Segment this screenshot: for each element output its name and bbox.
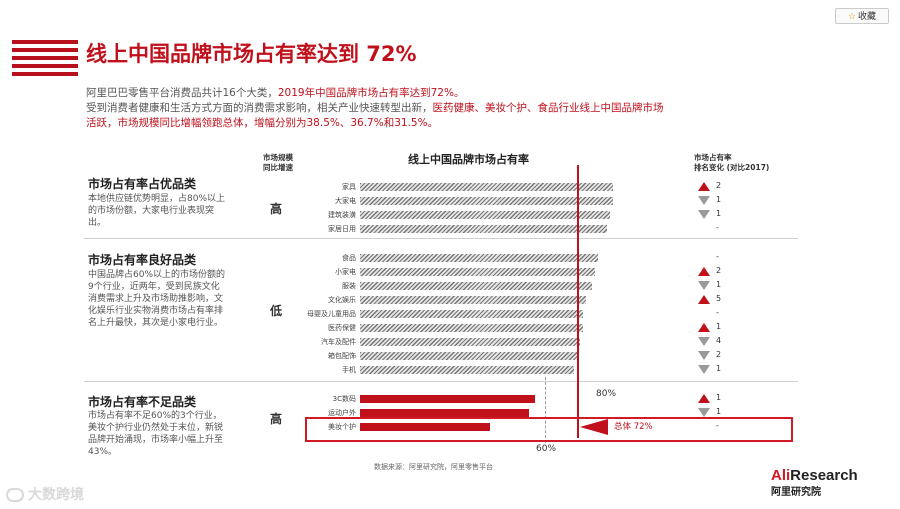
category-label: 母婴及儿童用品: [307, 310, 356, 318]
arrow-left-icon: [580, 419, 608, 435]
rank-header: 市场占有率 排名变化 (对比2017): [694, 153, 770, 172]
total-share-label: 总体 72%: [614, 422, 653, 432]
share-bar: [360, 409, 529, 417]
watermark-icon: [6, 488, 24, 502]
rank-change-value: 1: [716, 322, 722, 331]
growth-header: 市场规模 同比增速: [263, 153, 293, 172]
category-label: 小家电: [335, 268, 356, 276]
category-label: 3C数码: [332, 395, 356, 403]
growth-value: 高: [269, 202, 282, 216]
intro-line-1: 阿里巴巴零售平台消费品共计16个大类，2019年中国品牌市场占有率达到72%。: [86, 87, 465, 99]
intro-line-3: 活跃，市场规模同比增幅领跑总体，增幅分别为38.5%、36.7%和31.5%。: [86, 117, 439, 129]
growth-value: 低: [269, 304, 282, 318]
rank-up-icon: [698, 182, 710, 191]
category-label: 大家电: [335, 197, 356, 205]
reference-label-60: 60%: [536, 444, 557, 454]
share-bar: [360, 268, 595, 276]
rank-up-icon: [698, 323, 710, 332]
star-icon: ☆: [847, 12, 857, 22]
title-stripe: [12, 56, 78, 60]
title-stripe: [12, 64, 78, 68]
share-bar: [360, 183, 613, 191]
share-bar: [360, 366, 574, 374]
rank-up-icon: [698, 267, 710, 276]
reference-line-60: [545, 377, 546, 443]
rank-change-value: 1: [716, 393, 722, 402]
rank-down-icon: [698, 281, 710, 290]
rank-change-value: 2: [716, 266, 722, 275]
rank-down-icon: [698, 337, 710, 346]
rank-down-icon: [698, 408, 710, 417]
rank-change-value: 2: [716, 350, 722, 359]
growth-value: 高: [269, 412, 282, 426]
category-label: 手机: [342, 366, 356, 374]
watermark: 大数跨境: [6, 484, 84, 504]
share-bar: [360, 211, 610, 219]
group-divider: [84, 381, 798, 382]
reference-label-80: 80%: [596, 389, 617, 399]
title-stripe: [12, 72, 78, 76]
rank-change-value: 1: [716, 195, 722, 204]
rank-down-icon: [698, 365, 710, 374]
aliresearch-logo: AliResearch: [771, 467, 858, 484]
rank-change-value: 1: [716, 280, 722, 289]
rank-change-value: 1: [716, 209, 722, 218]
share-bar: [360, 352, 577, 360]
group-title-dominant: 市场占有率占优品类: [88, 177, 197, 191]
group-desc-good: 中国品牌占60%以上的市场份额的9个行业，近两年，受到民族文化消费需求上升及市场…: [88, 270, 226, 328]
rank-change-value: -: [716, 252, 719, 261]
data-source: 数据来源：阿里研究院，阿里零售平台: [374, 463, 493, 471]
favorite-button[interactable]: ☆ 收藏: [835, 8, 889, 24]
intro-line-2: 受到消费者健康和生活方式方面的消费需求影响，相关产业快速转型出新，医药健康、美妆…: [86, 102, 664, 114]
share-bar: [360, 310, 583, 318]
rank-change-value: -: [716, 421, 719, 430]
category-label: 家具: [342, 183, 356, 191]
group-divider: [84, 238, 798, 239]
rank-change-value: 1: [716, 407, 722, 416]
rank-change-value: 2: [716, 181, 722, 190]
rank-change-value: 4: [716, 336, 722, 345]
rank-change-value: 1: [716, 364, 722, 373]
share-bar: [360, 254, 598, 262]
category-label: 汽车及配件: [321, 338, 356, 346]
category-label: 医药保健: [328, 324, 356, 332]
rank-down-icon: [698, 196, 710, 205]
rank-up-icon: [698, 394, 710, 403]
page-title: 线上中国品牌市场占有率达到 72%: [86, 42, 417, 66]
category-label: 家居日用: [328, 225, 356, 233]
share-bar: [360, 324, 583, 332]
rank-down-icon: [698, 210, 710, 219]
group-desc-weak: 市场占有率不足60%的3个行业，美妆个护行业仍然处于末位，新锐品牌开始涌现，市场…: [88, 411, 224, 457]
share-bar: [360, 296, 586, 304]
rank-change-value: -: [716, 308, 719, 317]
title-stripe: [12, 40, 78, 44]
share-bar: [360, 423, 490, 431]
chart-title: 线上中国品牌市场占有率: [408, 153, 529, 166]
rank-up-icon: [698, 295, 710, 304]
share-bar: [360, 225, 607, 233]
category-label: 食品: [342, 254, 356, 262]
share-bar: [360, 338, 580, 346]
aliresearch-logo-sub: 阿里研究院: [771, 487, 821, 498]
category-label: 建筑装潢: [328, 211, 356, 219]
title-stripe: [12, 48, 78, 52]
category-label: 运动户外: [328, 409, 356, 417]
group-desc-dominant: 本地供应链优势明显，占80%以上的市场份额，大家电行业表现突出。: [88, 194, 226, 228]
category-label: 服装: [342, 282, 356, 290]
share-bar: [360, 395, 535, 403]
highlight-box: [305, 417, 793, 442]
category-label: 美妆个护: [328, 423, 356, 431]
share-bar: [360, 197, 613, 205]
rank-change-value: -: [716, 223, 719, 232]
rank-change-value: 5: [716, 294, 722, 303]
share-bar: [360, 282, 592, 290]
group-title-weak: 市场占有率不足品类: [88, 395, 197, 409]
category-label: 箱包配饰: [328, 352, 356, 360]
rank-down-icon: [698, 351, 710, 360]
category-label: 文化娱乐: [328, 296, 356, 304]
group-title-good: 市场占有率良好品类: [88, 253, 197, 267]
total-share-line: [577, 165, 579, 438]
